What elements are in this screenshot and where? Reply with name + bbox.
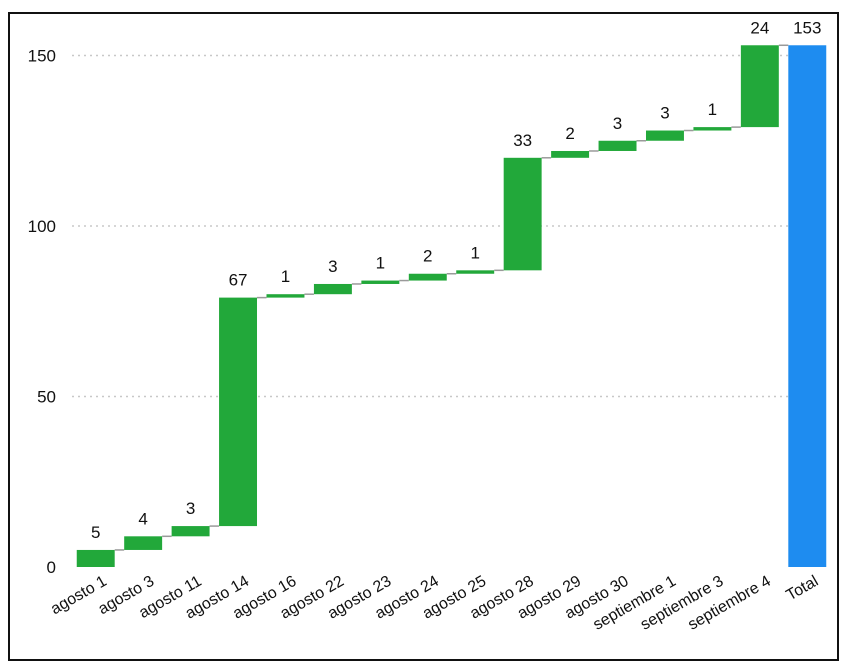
waterfall-bar xyxy=(456,270,495,274)
data-label: 1 xyxy=(470,243,479,262)
data-label: 5 xyxy=(91,523,100,542)
data-label: 1 xyxy=(281,267,290,286)
y-tick-label: 0 xyxy=(47,558,56,577)
total-bar xyxy=(788,45,827,567)
y-tick-label: 100 xyxy=(28,217,56,236)
waterfall-bar xyxy=(645,130,684,141)
data-label: 1 xyxy=(708,100,717,119)
waterfall-bar xyxy=(171,526,210,537)
waterfall-bar xyxy=(361,280,400,284)
waterfall-bar xyxy=(219,297,258,527)
chart-frame xyxy=(8,12,839,661)
data-label: 3 xyxy=(328,257,337,276)
data-label: 67 xyxy=(229,271,248,290)
data-label: 1 xyxy=(376,254,385,273)
y-tick-label: 50 xyxy=(37,388,56,407)
waterfall-bar xyxy=(313,283,352,295)
waterfall-bar xyxy=(693,127,732,131)
data-label: 3 xyxy=(186,499,195,518)
data-label: 24 xyxy=(750,18,769,37)
data-label: 4 xyxy=(138,509,147,528)
data-label: 3 xyxy=(660,104,669,123)
data-label: 33 xyxy=(513,131,532,150)
x-category-label: Total xyxy=(784,573,822,605)
data-label: 153 xyxy=(793,18,821,37)
waterfall-bar xyxy=(76,549,115,567)
waterfall-bar xyxy=(124,536,163,550)
data-label: 3 xyxy=(613,114,622,133)
waterfall-bar xyxy=(408,273,447,281)
waterfall-bar xyxy=(551,150,590,158)
y-tick-label: 150 xyxy=(28,47,56,66)
data-label: 2 xyxy=(423,247,432,266)
waterfall-bar xyxy=(266,294,305,298)
waterfall-bar xyxy=(740,45,779,128)
data-label: 2 xyxy=(565,124,574,143)
waterfall-bar xyxy=(598,140,637,151)
waterfall-bar xyxy=(503,157,542,271)
